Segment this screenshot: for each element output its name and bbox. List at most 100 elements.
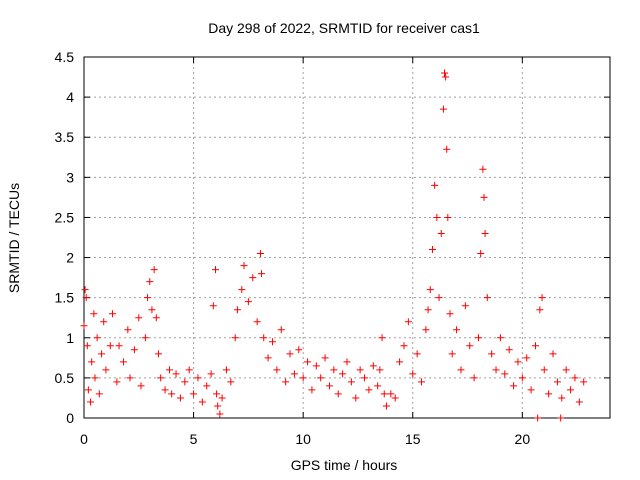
- data-point: [444, 213, 452, 221]
- data-point: [470, 374, 478, 382]
- y-tick-label: 4.5: [55, 49, 75, 65]
- data-point: [492, 366, 500, 374]
- y-tick-label: 0.5: [55, 370, 75, 386]
- x-tick-label: 10: [295, 431, 311, 447]
- data-point: [531, 342, 539, 350]
- data-point: [135, 314, 143, 322]
- data-point: [91, 374, 99, 382]
- data-point: [437, 229, 445, 237]
- data-point: [428, 246, 436, 254]
- data-point: [536, 306, 544, 314]
- grid-lines: [84, 57, 610, 418]
- data-point: [374, 382, 382, 390]
- data-point: [83, 342, 91, 350]
- data-point: [523, 354, 531, 362]
- data-point: [286, 350, 294, 358]
- data-point: [475, 334, 482, 342]
- data-point: [290, 370, 298, 378]
- data-point: [244, 298, 252, 306]
- data-point: [240, 262, 248, 270]
- y-axis-label: SRMTID / TECUs: [6, 183, 22, 293]
- data-point: [119, 358, 127, 366]
- x-tick-label: 0: [80, 431, 88, 447]
- data-point: [580, 378, 588, 386]
- data-point: [308, 386, 316, 394]
- y-axis-tick-labels: 0 0.5 1 1.5 2 2.5 3 3.5 4 4.5: [55, 49, 75, 426]
- data-point: [93, 334, 101, 342]
- data-point: [312, 362, 320, 370]
- data-point: [334, 390, 342, 398]
- data-point: [181, 378, 189, 386]
- data-point: [446, 310, 454, 318]
- data-point: [168, 390, 176, 398]
- data-point: [98, 350, 106, 358]
- data-point: [439, 105, 447, 113]
- data-point: [124, 326, 132, 334]
- data-point: [249, 274, 257, 282]
- data-point: [376, 366, 384, 374]
- data-point: [347, 378, 355, 386]
- data-point: [321, 354, 329, 362]
- y-tick-label: 3: [66, 169, 74, 185]
- data-point: [396, 358, 404, 366]
- data-point: [553, 378, 561, 386]
- data-point: [424, 306, 432, 314]
- data-point: [514, 358, 522, 366]
- data-point: [231, 334, 239, 342]
- data-point: [339, 370, 347, 378]
- data-point: [176, 394, 184, 402]
- data-point: [209, 302, 217, 310]
- data-point: [233, 306, 241, 314]
- data-point: [152, 314, 160, 322]
- data-point: [387, 390, 395, 398]
- data-point: [273, 366, 281, 374]
- data-point: [108, 310, 116, 318]
- data-point: [172, 370, 180, 378]
- data-point: [477, 250, 485, 258]
- x-axis-tick-labels: 0 5 10 15 20: [80, 431, 530, 447]
- data-point: [442, 73, 450, 81]
- data-point: [380, 390, 388, 398]
- data-points: [80, 69, 588, 422]
- data-point: [567, 386, 575, 394]
- y-tick-label: 1.5: [55, 290, 75, 306]
- data-point: [113, 378, 121, 386]
- data-point: [258, 270, 266, 278]
- chart-title: Day 298 of 2022, SRMTID for receiver cas…: [208, 20, 480, 36]
- data-point: [404, 318, 412, 326]
- data-point: [148, 306, 156, 314]
- data-point: [216, 410, 224, 418]
- data-point: [165, 366, 173, 374]
- data-point: [238, 286, 246, 294]
- data-point: [369, 362, 377, 370]
- data-point: [260, 334, 268, 342]
- data-point: [144, 294, 152, 302]
- data-point: [88, 358, 96, 366]
- data-point: [222, 366, 230, 374]
- data-point: [141, 334, 149, 342]
- data-point: [155, 350, 163, 358]
- data-point: [102, 366, 110, 374]
- data-point: [256, 250, 264, 258]
- data-point: [400, 342, 408, 350]
- data-point: [453, 326, 461, 334]
- data-point: [426, 286, 434, 294]
- data-point: [100, 318, 108, 326]
- data-point: [317, 374, 325, 382]
- data-point: [330, 366, 338, 374]
- data-point: [295, 346, 303, 354]
- data-point: [87, 398, 95, 406]
- data-point: [418, 378, 426, 386]
- data-point: [557, 414, 565, 422]
- data-point: [501, 370, 509, 378]
- data-point: [277, 326, 285, 334]
- data-point: [378, 334, 386, 342]
- data-point: [299, 374, 307, 382]
- data-point: [510, 382, 518, 390]
- data-point: [382, 402, 390, 410]
- x-tick-label: 20: [515, 431, 531, 447]
- data-point: [161, 386, 169, 394]
- data-point: [562, 366, 570, 374]
